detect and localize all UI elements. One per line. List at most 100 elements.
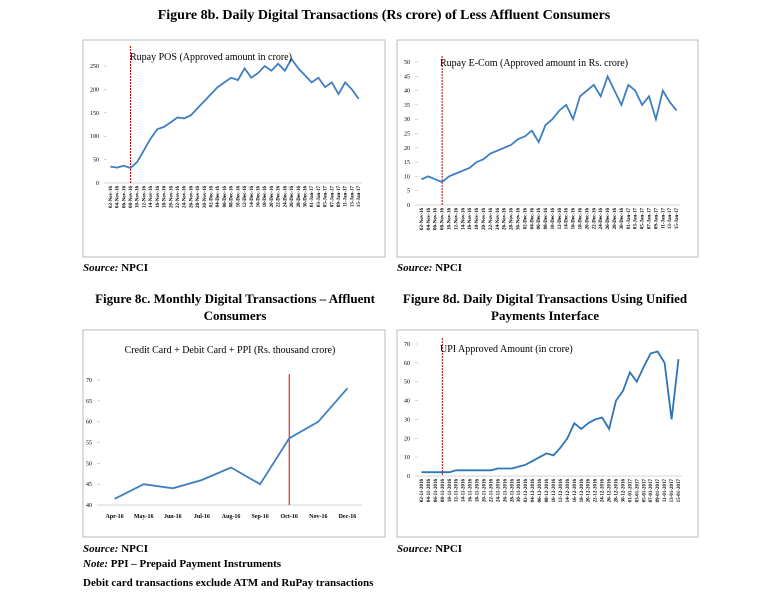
x-tick-label: 24-12-2016 xyxy=(601,479,606,503)
y-tick-label: 60 xyxy=(404,361,410,367)
x-tick-label: 18-Dec-16 xyxy=(263,186,268,208)
x-tick-label: 06-11-2016 xyxy=(434,479,439,503)
x-tick-label: 03-Jan-17 xyxy=(317,186,322,208)
y-tick-label: 15 xyxy=(404,160,410,166)
x-tick-label: 06-Dec-16 xyxy=(537,208,542,230)
x-tick-label: 05-Jan-17 xyxy=(641,208,646,230)
chart-label: Rupay E-Com (Approved amount in Rs. cror… xyxy=(440,58,629,69)
x-tick-label: 06-Nov-16 xyxy=(122,186,127,208)
chart-label: Credit Card + Debit Card + PPI (Rs. thou… xyxy=(124,345,336,356)
y-tick-label: 45 xyxy=(404,74,410,80)
x-tick-label: 03-01-2017 xyxy=(635,479,640,503)
y-tick-label: 65 xyxy=(86,399,92,405)
x-tick-label: 20-11-2016 xyxy=(483,479,488,503)
source: Source: NPCI xyxy=(397,543,462,555)
x-tick-label: 13-01-2017 xyxy=(670,479,675,503)
x-tick-label: 18-11-2016 xyxy=(476,479,481,503)
x-tick-label: 12-Dec-16 xyxy=(558,208,563,230)
x-tick-label: Aug-16 xyxy=(222,514,241,520)
chart-frame xyxy=(82,329,386,538)
y-tick-label: 55 xyxy=(86,441,92,447)
x-tick-label: 10-Nov-16 xyxy=(136,186,141,208)
x-tick-label: 16-12-2016 xyxy=(573,479,578,503)
y-tick-label: 50 xyxy=(86,461,92,467)
x-tick-label: 24-Dec-16 xyxy=(283,186,288,208)
x-tick-label: 11-01-2017 xyxy=(663,479,668,503)
x-tick-label: 01-Jan-17 xyxy=(627,208,632,230)
x-tick-label: 20-Nov-16 xyxy=(169,186,174,208)
x-tick-label: 28-Nov-16 xyxy=(196,186,201,208)
x-tick-label: 15-01-2017 xyxy=(677,479,682,503)
line xyxy=(421,350,680,474)
x-tick-label: 04-Dec-16 xyxy=(216,186,221,208)
y-tick-label: 30 xyxy=(404,117,410,123)
y-tick-label: 20 xyxy=(404,146,410,152)
source-text: NPCI xyxy=(435,262,463,274)
line xyxy=(110,57,360,170)
x-tick-label: 14-Dec-16 xyxy=(250,186,255,208)
y-tick-label: 0 xyxy=(96,181,99,187)
x-tick-label: 14-12-2016 xyxy=(566,479,571,503)
x-tick-label: 24-Nov-16 xyxy=(496,208,501,230)
x-tick-label: 30-Nov-16 xyxy=(516,208,521,230)
x-tick-label: 20-Dec-16 xyxy=(270,186,275,208)
chart-label: Rupay POS (Approved amount in crore) xyxy=(130,52,292,63)
x-tick-label: 06-12-2016 xyxy=(538,479,543,503)
y-tick-label: 10 xyxy=(404,174,410,180)
x-tick-label: 12-11-2016 xyxy=(455,479,460,503)
x-tick-label: Sep-16 xyxy=(251,514,268,520)
line xyxy=(421,73,678,184)
x-tick-label: 26-Dec-16 xyxy=(606,208,611,230)
x-tick-label: 08-12-2016 xyxy=(545,479,550,503)
chart-label: UPI Approved Amount (in crore) xyxy=(440,344,573,355)
x-tick-label: 09-Jan-17 xyxy=(654,208,659,230)
x-tick-label: 08-Nov-16 xyxy=(129,186,134,208)
x-tick-label: 26-12-2016 xyxy=(608,479,613,503)
x-tick-label: 14-Nov-16 xyxy=(461,208,466,230)
x-tick-label: 11-Jan-17 xyxy=(344,186,349,207)
x-tick-label: 15-Jan-17 xyxy=(675,208,680,230)
y-tick-label: 70 xyxy=(86,378,92,384)
y-tick-label: 10 xyxy=(404,455,410,461)
x-tick-label: 28-11-2016 xyxy=(510,479,515,503)
y-tick-label: 35 xyxy=(404,103,410,109)
x-tick-label: 14-Dec-16 xyxy=(565,208,570,230)
x-tick-label: 05-01-2017 xyxy=(642,479,647,503)
chart-frame xyxy=(396,329,699,538)
x-tick-label: 22-12-2016 xyxy=(594,479,599,503)
y-tick-label: 50 xyxy=(404,60,410,66)
x-tick-label: 03-Jan-17 xyxy=(634,208,639,230)
x-tick-label: 20-12-2016 xyxy=(587,479,592,503)
source: Source: NPCI xyxy=(83,262,148,274)
source-label: Source: xyxy=(397,543,433,555)
x-tick-label: 28-12-2016 xyxy=(615,479,620,503)
y-tick-label: 45 xyxy=(86,482,92,488)
x-tick-label: 30-11-2016 xyxy=(517,479,522,503)
source-text: NPCI xyxy=(121,262,149,274)
x-tick-label: 12-Nov-16 xyxy=(142,186,147,208)
x-tick-label: 09-01-2017 xyxy=(656,479,661,503)
y-tick-label: 50 xyxy=(93,158,99,164)
x-tick-label: 14-11-2016 xyxy=(462,479,467,503)
x-tick-label: 18-Nov-16 xyxy=(163,186,168,208)
y-tick-label: 0 xyxy=(407,203,410,209)
x-tick-label: Jun-16 xyxy=(164,514,182,520)
x-tick-label: May-16 xyxy=(134,514,154,520)
x-tick-label: Oct-16 xyxy=(281,514,298,520)
x-tick-label: 02-Nov-16 xyxy=(420,208,425,230)
x-tick-label: 08-Nov-16 xyxy=(441,208,446,230)
x-tick-label: 16-Dec-16 xyxy=(256,186,261,208)
x-tick-label: 07-Jan-17 xyxy=(330,186,335,208)
x-tick-label: 22-Dec-16 xyxy=(592,208,597,230)
x-tick-label: 10-Dec-16 xyxy=(551,208,556,230)
source-label: Source: xyxy=(83,262,119,274)
x-tick-label: 30-Dec-16 xyxy=(620,208,625,230)
x-tick-label: 04-12-2016 xyxy=(531,479,536,503)
x-tick-label: 10-12-2016 xyxy=(552,479,557,503)
x-tick-label: 18-12-2016 xyxy=(580,479,585,503)
y-tick-label: 100 xyxy=(90,134,99,140)
chart-frame xyxy=(82,39,386,258)
x-tick-label: 12-Nov-16 xyxy=(454,208,459,230)
y-tick-label: 40 xyxy=(404,399,410,405)
x-tick-label: 16-11-2016 xyxy=(469,479,474,503)
